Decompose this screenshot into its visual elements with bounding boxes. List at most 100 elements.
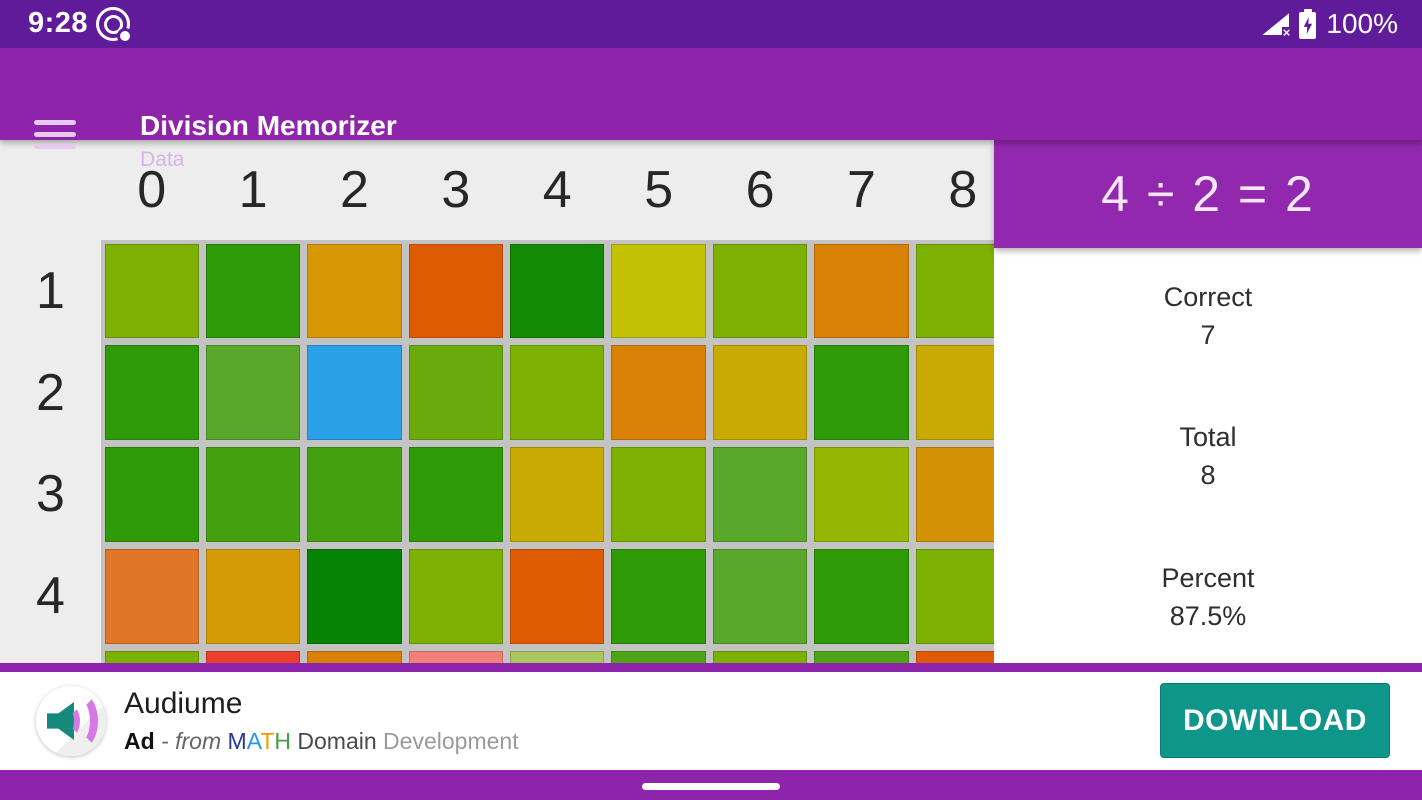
grid-cell[interactable] bbox=[611, 548, 706, 644]
ad-attribution-line: Ad - from MATH Domain Development bbox=[124, 728, 519, 755]
brand-letter: M bbox=[227, 728, 247, 754]
hamburger-bar bbox=[34, 144, 76, 149]
grid-cell[interactable] bbox=[814, 548, 909, 644]
sound-wave-icon bbox=[62, 706, 80, 736]
grid-cell[interactable] bbox=[104, 345, 199, 441]
status-icons: × 100% bbox=[1262, 0, 1398, 48]
download-button[interactable]: DOWNLOAD bbox=[1160, 683, 1390, 758]
grid-cell[interactable] bbox=[712, 243, 808, 339]
app-title: Division Memorizer bbox=[140, 110, 397, 141]
grid-cell[interactable] bbox=[205, 447, 301, 542]
column-header: 6 bbox=[745, 161, 775, 219]
grid-cell[interactable] bbox=[712, 548, 808, 644]
grid-cell[interactable] bbox=[915, 243, 994, 339]
equation-box: 4 ÷ 2 = 2 bbox=[994, 140, 1422, 248]
ad-separator: - bbox=[154, 728, 176, 754]
grid-cell[interactable] bbox=[915, 447, 994, 542]
column-header: 3 bbox=[441, 161, 471, 219]
grid-cell[interactable] bbox=[205, 243, 301, 339]
grid-cell[interactable] bbox=[814, 650, 909, 663]
stats-panel: Correct 7 Total 8 Percent 87.5% bbox=[994, 248, 1422, 663]
no-signal-icon: × bbox=[1262, 13, 1292, 39]
grid-cell[interactable] bbox=[814, 447, 909, 542]
grid-cell[interactable] bbox=[814, 345, 909, 441]
navigation-bar bbox=[0, 770, 1422, 800]
brand-letter: H bbox=[274, 728, 292, 754]
signal-x-mark: × bbox=[1281, 25, 1292, 40]
stat-value: 7 bbox=[1200, 320, 1216, 350]
grid-cell[interactable] bbox=[408, 447, 504, 542]
grid-cell[interactable] bbox=[205, 650, 301, 663]
grid-cell[interactable] bbox=[915, 548, 994, 644]
grid-cell[interactable] bbox=[611, 345, 706, 441]
grid-cell[interactable] bbox=[104, 548, 199, 644]
grid-cell[interactable] bbox=[307, 447, 402, 542]
column-header: 4 bbox=[542, 161, 572, 219]
grid-cell[interactable] bbox=[510, 548, 605, 644]
column-header: 8 bbox=[948, 161, 978, 219]
grid-cell[interactable] bbox=[307, 345, 402, 441]
grid-cell[interactable] bbox=[611, 447, 706, 542]
grid-cell[interactable] bbox=[104, 447, 199, 542]
grid-cell[interactable] bbox=[510, 243, 605, 339]
row-header: 3 bbox=[36, 465, 65, 524]
ad-app-name[interactable]: Audiume bbox=[124, 687, 243, 720]
status-bar: 9:28 × 100% bbox=[0, 0, 1422, 48]
clock: 9:28 bbox=[28, 7, 89, 39]
hamburger-menu-icon[interactable] bbox=[34, 120, 76, 152]
row-header: 1 bbox=[36, 261, 65, 320]
speaker-app-icon[interactable] bbox=[36, 686, 106, 756]
stat-label: Total bbox=[1179, 422, 1237, 452]
row-header: 4 bbox=[36, 567, 65, 626]
stat-value: 8 bbox=[1200, 460, 1216, 490]
grid-cell[interactable] bbox=[205, 548, 301, 644]
stat-block: Percent 87.5% bbox=[994, 559, 1422, 635]
grid-cell[interactable] bbox=[408, 548, 504, 644]
grid-cell[interactable] bbox=[307, 243, 402, 339]
grid-cell[interactable] bbox=[611, 650, 706, 663]
grid-cell[interactable] bbox=[104, 650, 199, 663]
grid-cell[interactable] bbox=[104, 243, 199, 339]
gesture-pill[interactable] bbox=[642, 783, 780, 790]
grid-cell[interactable] bbox=[510, 447, 605, 542]
grid-cell[interactable] bbox=[915, 345, 994, 441]
column-header: 2 bbox=[340, 161, 369, 219]
grid-cell[interactable] bbox=[712, 650, 808, 663]
lightning-bolt-icon bbox=[1303, 17, 1313, 34]
grid-cell[interactable] bbox=[408, 345, 504, 441]
grid-cell[interactable] bbox=[307, 650, 402, 663]
advertiser-word: Domain bbox=[291, 728, 377, 754]
grid-cell[interactable] bbox=[814, 243, 909, 339]
grid-cell[interactable] bbox=[915, 650, 994, 663]
grid-cell[interactable] bbox=[611, 243, 706, 339]
grid-cell[interactable] bbox=[307, 548, 402, 644]
brand-letter: T bbox=[260, 728, 275, 754]
grid-cell[interactable] bbox=[712, 345, 808, 441]
grid-cell[interactable] bbox=[408, 650, 504, 663]
stat-block: Correct 7 bbox=[994, 278, 1422, 354]
android-q-logo-icon bbox=[96, 7, 130, 41]
battery-percent-label: 100% bbox=[1326, 8, 1398, 39]
grid-cell[interactable] bbox=[205, 345, 301, 441]
battery-charging-icon bbox=[1299, 9, 1317, 39]
row-header: 5 bbox=[0, 647, 101, 663]
stat-label: Correct bbox=[1163, 282, 1253, 312]
column-header: 7 bbox=[846, 161, 876, 219]
grid-cell[interactable] bbox=[510, 650, 605, 663]
column-header: 5 bbox=[644, 161, 674, 219]
column-header: 0 bbox=[137, 161, 167, 219]
grid-cells bbox=[101, 240, 994, 663]
grid-cell[interactable] bbox=[408, 243, 504, 339]
ad-banner[interactable]: Audiume Ad - from MATH Domain Developmen… bbox=[0, 672, 1422, 770]
ad-tag: Ad bbox=[124, 728, 155, 754]
grid-cell[interactable] bbox=[510, 345, 605, 441]
brand-letter: A bbox=[246, 728, 261, 754]
grid-cell[interactable] bbox=[712, 447, 808, 542]
row-header: 2 bbox=[36, 363, 65, 422]
hamburger-bar bbox=[34, 120, 76, 125]
app-bar: Division Memorizer Data bbox=[0, 48, 1422, 171]
stat-value: 87.5% bbox=[1169, 601, 1247, 631]
ad-from-word: from bbox=[175, 728, 228, 754]
stat-label: Percent bbox=[1161, 563, 1255, 593]
